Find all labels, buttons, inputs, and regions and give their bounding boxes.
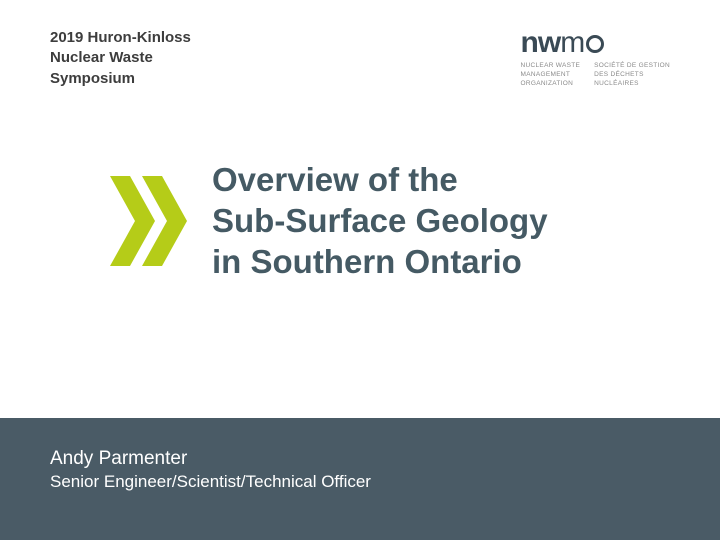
logo-nw-text: nw: [521, 28, 561, 58]
event-line: 2019 Huron-Kinloss: [50, 28, 191, 48]
slide-main: Overview of the Sub-Surface Geology in S…: [0, 89, 720, 283]
title-line: in Southern Ontario: [212, 241, 548, 282]
event-line: Symposium: [50, 69, 191, 89]
event-line: Nuclear Waste: [50, 48, 191, 68]
title-line: Overview of the: [212, 159, 548, 200]
slide-title: Overview of the Sub-Surface Geology in S…: [212, 159, 548, 283]
slide-header: 2019 Huron-Kinloss Nuclear Waste Symposi…: [0, 0, 720, 89]
logo-o-icon: [586, 35, 604, 53]
nwmo-logo: nwm NUCLEAR WASTE MANAGEMENT ORGANIZATIO…: [521, 28, 670, 88]
logo-sub-fr: SOCIÉTÉ DE GESTION DES DÉCHETS NUCLÉAIRE…: [594, 62, 670, 88]
title-line: Sub-Surface Geology: [212, 200, 548, 241]
logo-m-text: m: [560, 28, 584, 58]
event-info: 2019 Huron-Kinloss Nuclear Waste Symposi…: [50, 28, 191, 89]
logo-subtitle: NUCLEAR WASTE MANAGEMENT ORGANIZATION SO…: [521, 62, 670, 88]
logo-sub-en: NUCLEAR WASTE MANAGEMENT ORGANIZATION: [521, 62, 581, 88]
chevron-icon: [110, 176, 190, 266]
author-name: Andy Parmenter: [50, 448, 670, 470]
logo-wordmark: nwm: [521, 28, 605, 58]
slide-footer: Andy Parmenter Senior Engineer/Scientist…: [0, 418, 720, 540]
author-role: Senior Engineer/Scientist/Technical Offi…: [50, 472, 670, 492]
